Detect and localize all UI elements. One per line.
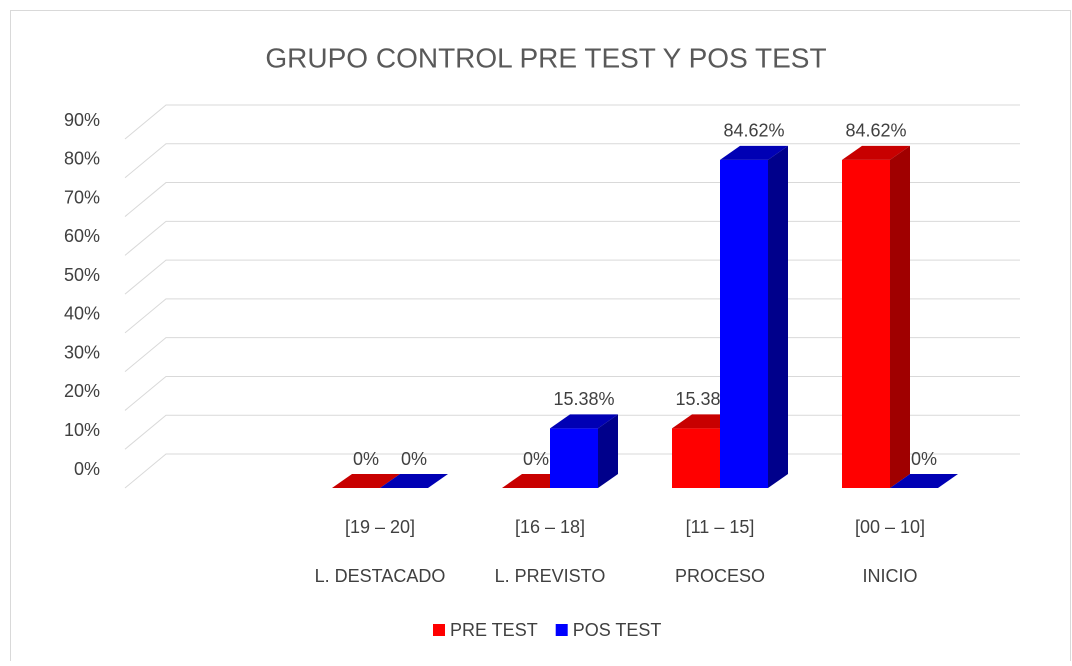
legend-swatch [433, 624, 445, 636]
y-tick-label: 60% [64, 226, 100, 246]
bar-top [720, 145, 788, 160]
x-group-label: L. DESTACADO [315, 566, 446, 586]
bar [672, 428, 720, 488]
y-tick-label: 40% [64, 304, 100, 324]
x-group-label: INICIO [862, 566, 917, 586]
grid-line [124, 104, 1020, 140]
legend-swatch [555, 624, 568, 636]
x-tick-label: [16 – 18] [515, 517, 585, 537]
data-label: 15.38% [553, 389, 614, 409]
data-label: 0% [911, 449, 937, 469]
bar [550, 428, 598, 488]
data-label: 0% [353, 449, 379, 469]
x-tick-label: [00 – 10] [855, 517, 925, 537]
y-tick-label: 50% [64, 265, 100, 285]
bar-top [332, 474, 400, 488]
grid-line [124, 143, 1020, 179]
y-tick-label: 70% [64, 187, 100, 207]
bar-top [380, 474, 448, 488]
data-label: 84.62% [723, 121, 784, 141]
bar [720, 159, 768, 489]
bar [842, 159, 890, 489]
y-tick-label: 90% [64, 110, 100, 130]
y-tick-label: 20% [64, 381, 100, 401]
legend-label: POS TEST [573, 620, 662, 640]
data-label: 0% [401, 449, 427, 469]
legend-label: PRE TEST [450, 620, 538, 640]
bar-top [842, 145, 910, 160]
data-label: 84.62% [845, 121, 906, 141]
x-tick-label: [11 – 15] [686, 517, 755, 537]
x-group-label: L. PREVISTO [495, 566, 606, 586]
bar-top [550, 414, 618, 429]
data-label: 0% [523, 449, 549, 469]
bar-side [890, 145, 910, 489]
x-group-label: PROCESO [675, 566, 765, 586]
bar-side [768, 145, 788, 489]
x-tick-label: [19 – 20] [345, 517, 415, 537]
bar-top [890, 474, 958, 488]
bar-side [598, 414, 618, 488]
y-tick-label: 0% [74, 459, 100, 479]
chart-border [10, 10, 1071, 666]
y-tick-label: 80% [64, 149, 100, 169]
chart-title: GRUPO CONTROL PRE TEST Y POS TEST [265, 42, 826, 73]
y-tick-label: 10% [64, 420, 100, 440]
y-tick-label: 30% [64, 342, 100, 362]
